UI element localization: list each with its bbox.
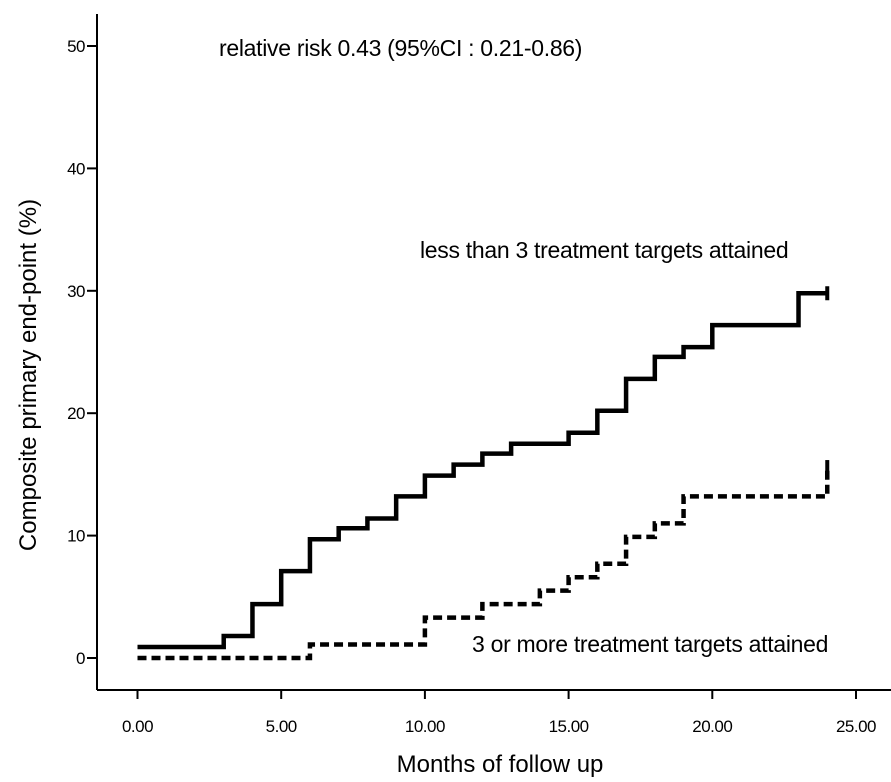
relative-risk-annotation: relative risk 0.43 (95%CI : 0.21-0.86) [219, 35, 582, 61]
y-tick-label: 50 [67, 37, 85, 56]
curves [137, 286, 830, 661]
y-tick-label: 30 [67, 282, 85, 301]
y-ticks: 0 10 20 30 40 50 [67, 37, 97, 668]
y-tick-label: 40 [67, 159, 85, 178]
x-tick-label: 20.00 [692, 717, 732, 736]
x-tick-label: 10.00 [405, 717, 445, 736]
series-label-less-than-3: less than 3 treatment targets attained [420, 237, 788, 263]
y-tick-label: 10 [67, 527, 85, 546]
y-tick-label: 0 [76, 649, 85, 668]
x-tick-label: 5.00 [266, 717, 297, 736]
series-label-3-or-more: 3 or more treatment targets attained [472, 631, 828, 657]
x-tick-label: 15.00 [549, 717, 589, 736]
y-tick-label: 20 [67, 404, 85, 423]
km-curve-series-2 [137, 467, 830, 661]
x-tick-label: 25.00 [836, 717, 876, 736]
x-axis-title: Months of follow up [397, 751, 604, 778]
x-ticks: 0.00 5.00 10.00 15.00 20.00 25.00 [122, 690, 877, 736]
y-axis-title: Composite primary end-point (%) [15, 199, 42, 551]
axes [96, 14, 891, 691]
km-curve-series-1 [137, 290, 828, 650]
x-tick-label: 0.00 [122, 717, 153, 736]
